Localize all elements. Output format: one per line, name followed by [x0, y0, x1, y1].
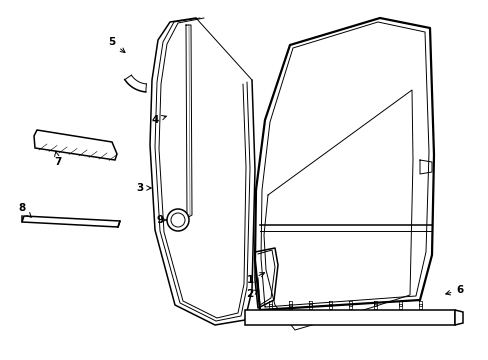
Polygon shape [244, 310, 454, 325]
Text: 3: 3 [136, 183, 151, 193]
Text: 4: 4 [151, 115, 166, 125]
Circle shape [167, 209, 189, 231]
Circle shape [171, 213, 184, 227]
Text: 5: 5 [108, 37, 125, 53]
Text: 7: 7 [54, 151, 61, 167]
Text: 6: 6 [445, 285, 463, 295]
Text: 2: 2 [246, 289, 259, 299]
Text: 8: 8 [19, 203, 31, 217]
Text: 1: 1 [246, 273, 264, 285]
Text: 9: 9 [156, 215, 166, 225]
Polygon shape [34, 130, 117, 160]
Polygon shape [22, 216, 120, 227]
Polygon shape [454, 310, 462, 325]
